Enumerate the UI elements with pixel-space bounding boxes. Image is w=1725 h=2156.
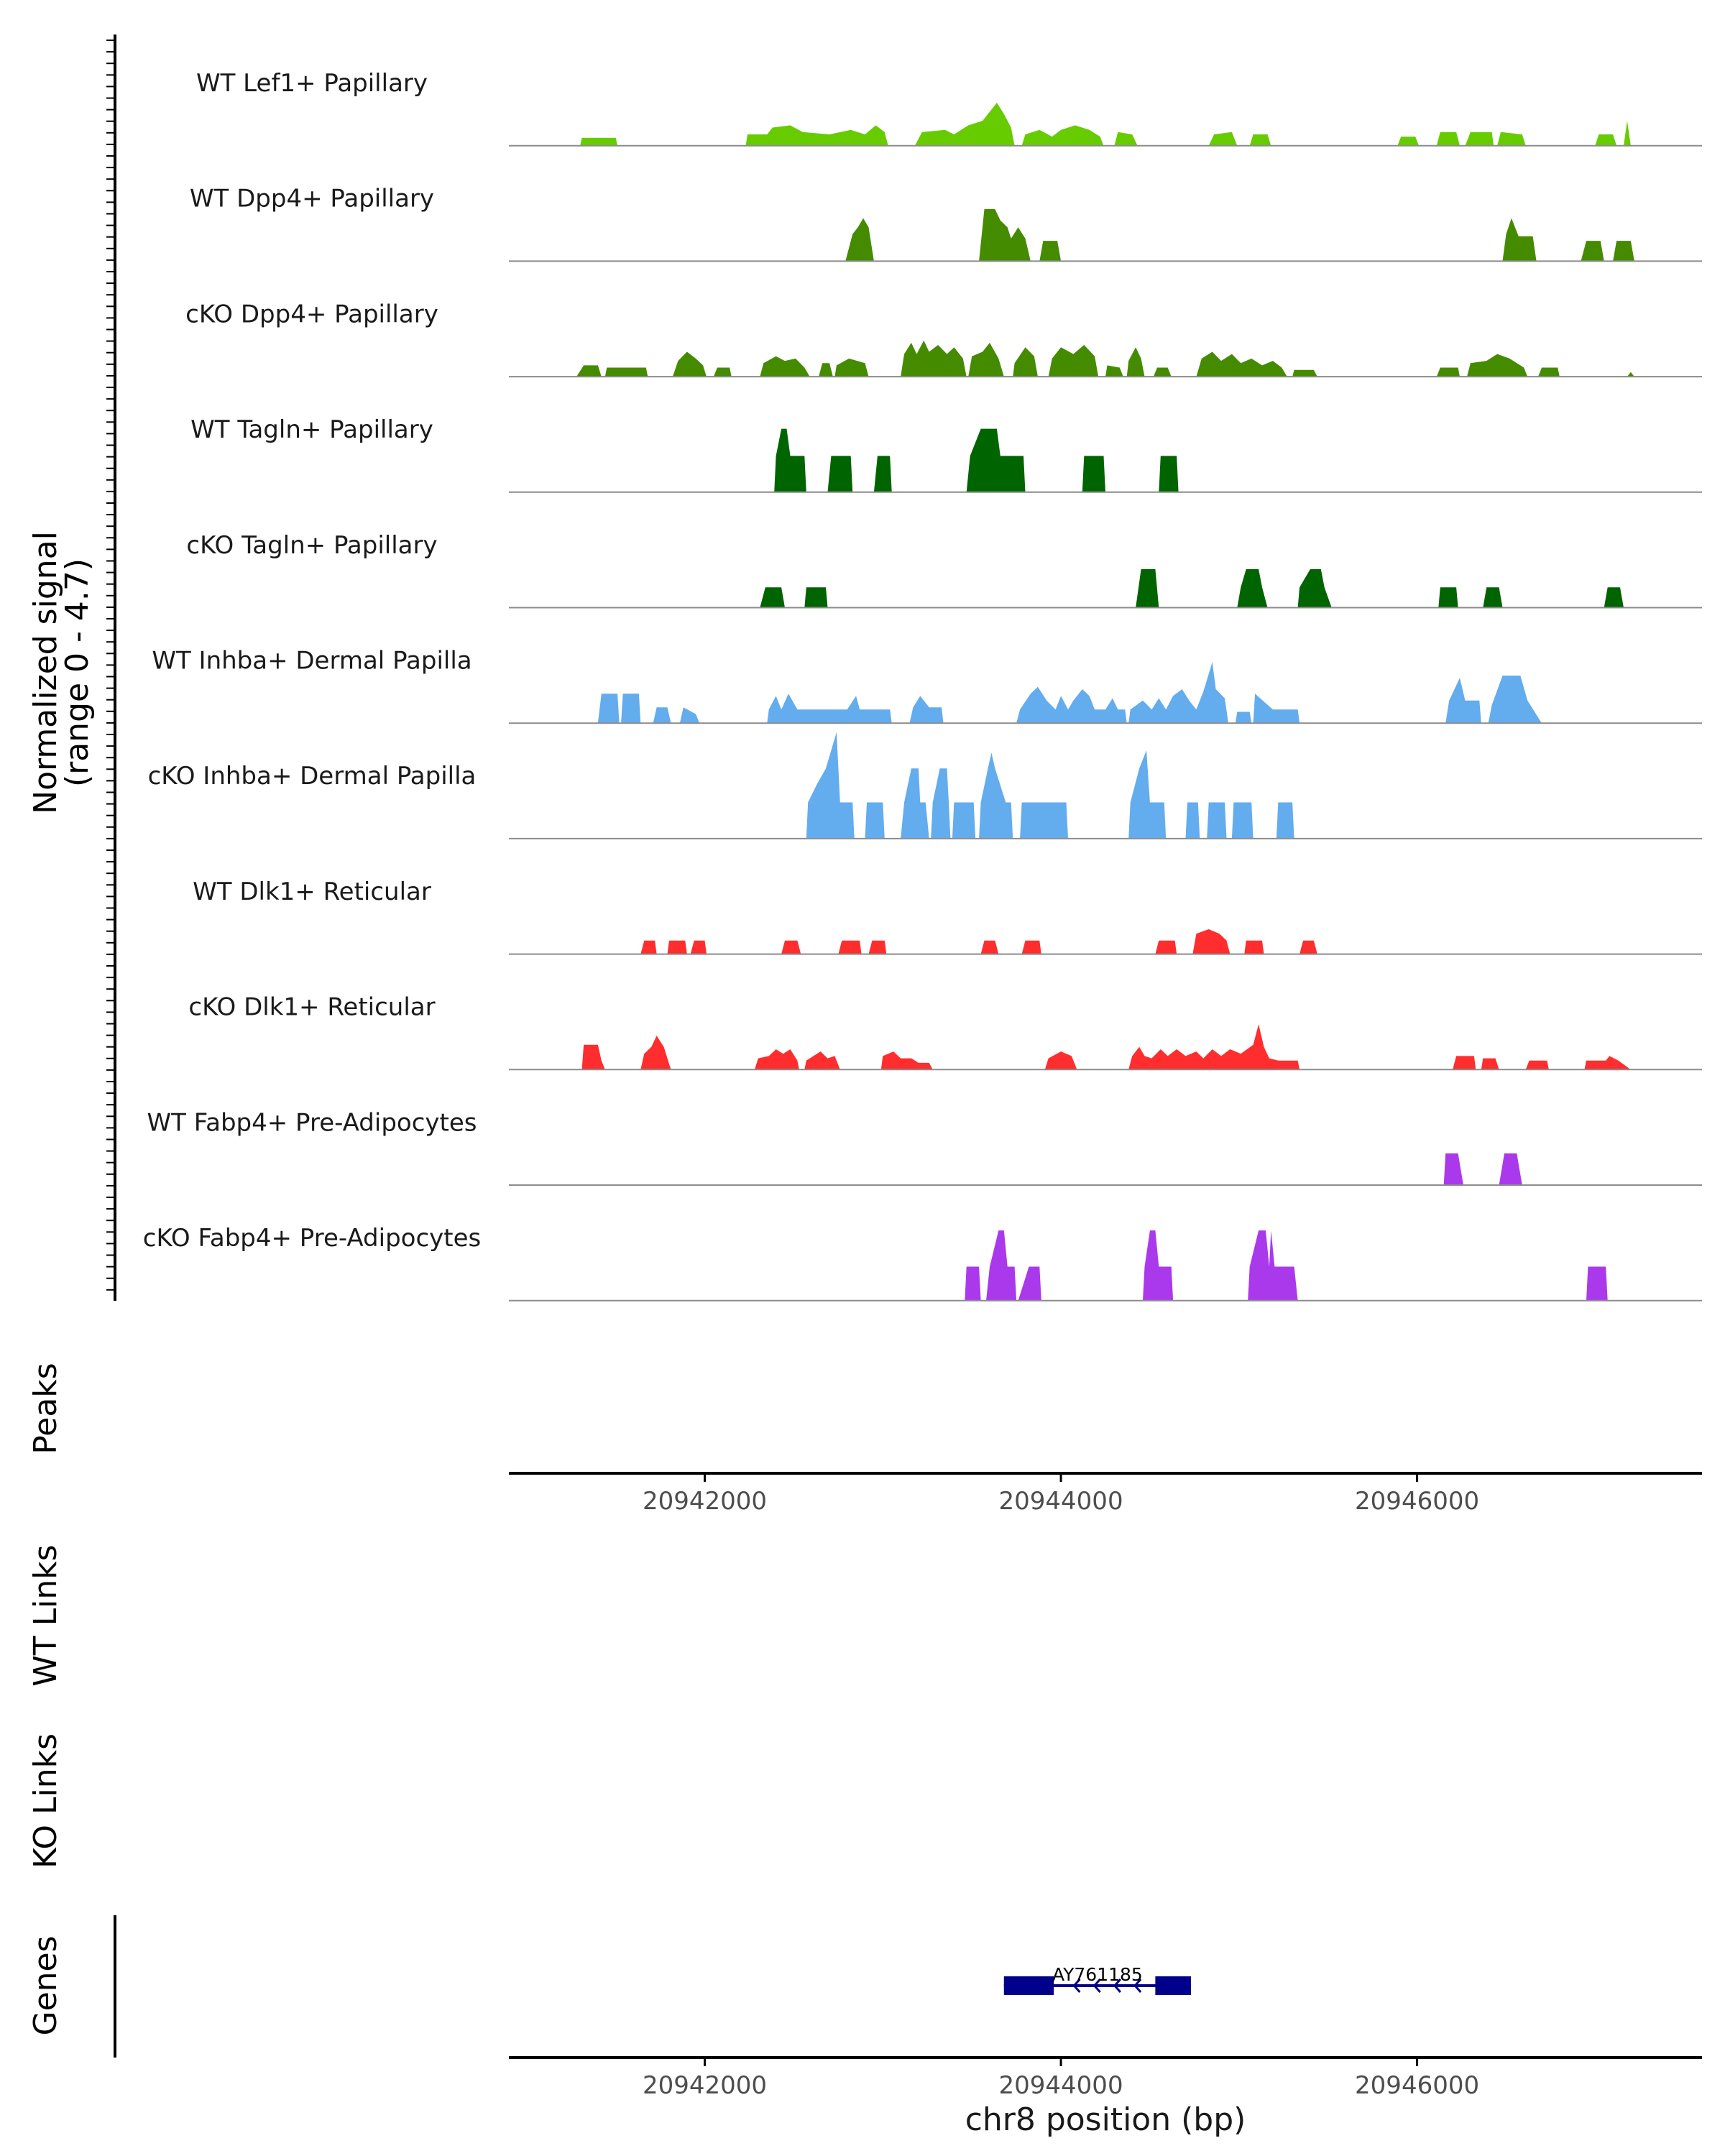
x-axis-label: chr8 position (bp) (965, 2101, 1246, 2138)
gene-model (1003, 1976, 1191, 1995)
peaks-panel-label: Peaks (27, 1363, 64, 1454)
track-4: WT Tagln+ Papillary (190, 415, 1702, 493)
track-8: WT Dlk1+ Reticular (193, 877, 1702, 955)
y-axis-range-label: (range 0 - 4.7) (59, 558, 96, 787)
track-signal-area (760, 569, 1624, 608)
peaks-x-ticks: 20942000 20944000 20946000 (643, 1473, 1479, 1516)
coverage-tracks: WT Lef1+ Papillary WT Dpp4+ Papillary cKO … (143, 69, 1702, 1302)
gene-strand-arrow (1133, 1978, 1142, 1993)
gene-exon (1003, 1976, 1054, 1995)
peaks-x-tick-label: 20944000 (999, 1487, 1123, 1516)
y-axis-label: Normalized signal (27, 531, 64, 814)
track-label: cKO Tagln+ Papillary (186, 531, 437, 560)
track-signal-area (597, 662, 1542, 724)
coverage-y-ticks (106, 40, 115, 1291)
genes-panel-label: Genes (27, 1935, 64, 2035)
track-3: cKO Dpp4+ Papillary (185, 300, 1702, 378)
track-label: WT Dpp4+ Papillary (190, 185, 434, 213)
genes-x-tick-label: 20946000 (1355, 2071, 1479, 2100)
track-9: cKO Dlk1+ Reticular (188, 993, 1702, 1071)
track-signal-area (965, 1230, 1608, 1301)
track-label: cKO Fabp4+ Pre-Adipocytes (143, 1224, 482, 1253)
track-signal-area (576, 340, 1634, 377)
track-signal-area (640, 929, 1317, 954)
track-signal-area (774, 428, 1179, 492)
track-signal-area (580, 102, 1631, 146)
track-label: WT Lef1+ Papillary (196, 69, 428, 98)
track-label: WT Tagln+ Papillary (190, 415, 433, 444)
track-label: WT Dlk1+ Reticular (193, 877, 431, 906)
wt-links-panel-label: WT Links (27, 1544, 64, 1686)
track-signal-area (1443, 1153, 1522, 1185)
gene-strand-arrow (1072, 1978, 1081, 1993)
gene-strand-arrow (1092, 1978, 1101, 1993)
peaks-x-tick-label: 20946000 (1355, 1487, 1479, 1516)
gene-exon (1155, 1976, 1191, 1995)
track-1: WT Lef1+ Papillary (196, 69, 1702, 147)
track-7: cKO Inhba+ Dermal Papilla (148, 732, 1702, 839)
track-11: cKO Fabp4+ Pre-Adipocytes (143, 1224, 1702, 1302)
track-label: cKO Inhba+ Dermal Papilla (148, 762, 477, 791)
track-label: cKO Dlk1+ Reticular (188, 993, 435, 1022)
track-signal-area (845, 209, 1634, 262)
track-signal-area (581, 1024, 1631, 1070)
track-label: cKO Dpp4+ Papillary (185, 300, 438, 328)
track-5: cKO Tagln+ Papillary (186, 531, 1702, 609)
genes-x-tick-label: 20942000 (643, 2071, 767, 2100)
peaks-x-tick-label: 20942000 (643, 1487, 767, 1516)
track-6: WT Inhba+ Dermal Papilla (152, 647, 1702, 724)
track-label: WT Fabp4+ Pre-Adipocytes (147, 1108, 477, 1137)
ko-links-panel-label: KO Links (27, 1733, 64, 1869)
track-signal-area (806, 732, 1294, 839)
track-10: WT Fabp4+ Pre-Adipocytes (147, 1108, 1702, 1186)
gene-name-label: AY761185 (1052, 1964, 1143, 1985)
gene-strand-arrow (1113, 1978, 1122, 1993)
track-label: WT Inhba+ Dermal Papilla (152, 647, 472, 676)
genes-x-tick-label: 20944000 (999, 2071, 1123, 2100)
track-2: WT Dpp4+ Papillary (190, 185, 1702, 262)
genes-x-ticks: 20942000 20944000 20946000 (643, 2058, 1479, 2100)
